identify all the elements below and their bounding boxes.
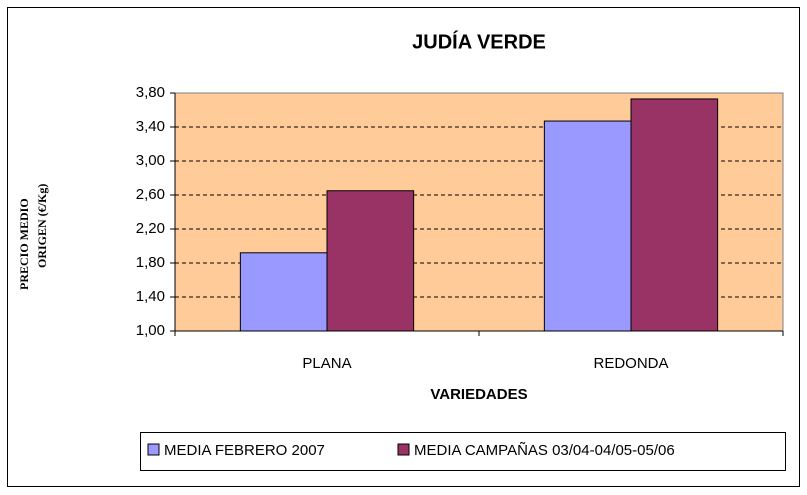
y-tick-label: 1,40 [136,288,165,305]
legend-swatch [397,443,410,456]
bar [543,120,632,332]
y-axis-title: PRECIO MEDIO [17,198,31,290]
y-tick-label: 2,60 [136,186,165,203]
legend [140,432,786,471]
legend-label: MEDIA FEBRERO 2007 [164,442,325,459]
bar [239,252,328,332]
bar [630,98,719,332]
legend-label: MEDIA CAMPAÑAS 03/04-04/05-05/06 [414,442,675,459]
y-tick-label: 3,40 [136,118,165,135]
x-tick-label: REDONDA [593,355,668,372]
x-axis-title: VARIEDADES [430,386,527,403]
y-axis-title: ORIGEN (€/Kg) [35,184,49,268]
y-tick-label: 3,00 [136,152,165,169]
y-tick-label: 3,80 [136,84,165,101]
y-tick-label: 1,80 [136,254,165,271]
x-tick-label: PLANA [302,355,351,372]
bar [326,190,415,332]
y-tick-label: 2,20 [136,220,165,237]
y-tick-label: 1,00 [136,322,165,339]
chart-title: JUDÍA VERDE [412,30,546,53]
legend-swatch [147,443,160,456]
